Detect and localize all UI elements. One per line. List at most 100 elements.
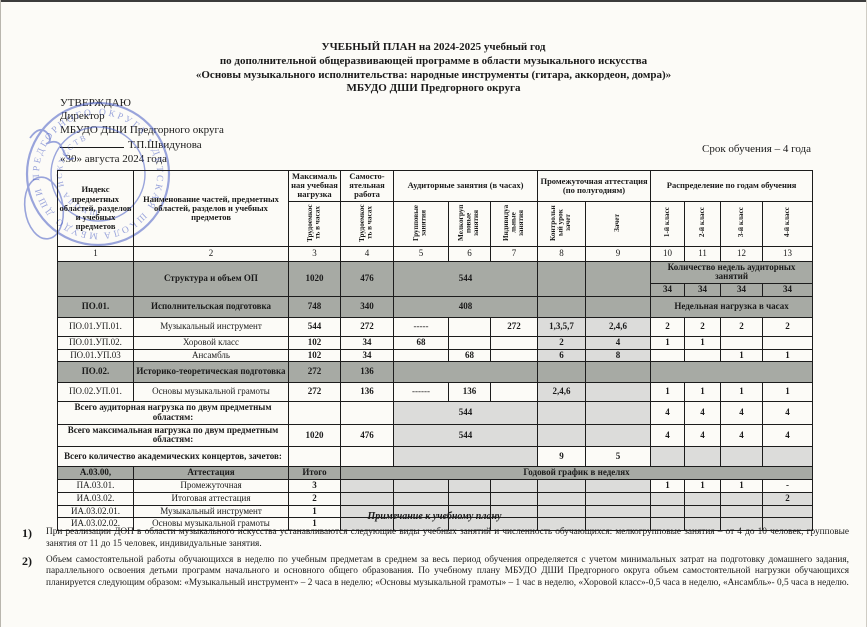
table-cell: 34 [720, 283, 764, 297]
column-number-cell: 2 [133, 245, 289, 262]
table-cell: 9 [537, 446, 587, 468]
table-cell: Аттестация [133, 466, 289, 481]
table-cell: 136 [340, 382, 394, 403]
table-cell: 4 [762, 401, 814, 425]
table-cell: Всего максимальная нагрузка по двум пред… [57, 423, 289, 448]
table-cell: А.03.00, [57, 466, 134, 481]
table-cell: 2 [537, 335, 587, 350]
table-row: А.03.00, Аттестация Итого Годовой график в … [57, 466, 814, 481]
table-cell: 2 [762, 491, 814, 506]
approval-org: МБУДО ДШИ Предгорного округа [60, 123, 224, 136]
table-row: ИА.03.02.02. Основы музыкальной грамоты 1 [57, 517, 814, 532]
signature-underline [60, 137, 124, 149]
table-cell-empty [684, 348, 722, 363]
table-cell: 2,4,6 [537, 382, 587, 403]
column-number-cell: 3 [288, 245, 341, 262]
table-row: ПО.01.УП.02. Хоровой класс 102 34 68 2 4 1 1 [57, 335, 814, 350]
table-cell: ПО.01. [57, 295, 134, 318]
table-cell-empty [489, 348, 539, 363]
table-row: ИА.03.02. Итоговая аттестация 2 2 [57, 491, 814, 506]
table-cell-empty [762, 517, 814, 532]
table-cell-empty [762, 335, 814, 350]
table-cell: 4 [684, 423, 722, 448]
table-cell: 1 [762, 348, 814, 363]
vertical-label: 4-й класс [782, 207, 791, 238]
vertical-label: Групповые занятия [412, 204, 428, 241]
table-cell: 8 [585, 348, 652, 363]
table-cell: 6 [537, 348, 587, 363]
table-cell: Основы музыкальной грамоты [133, 517, 289, 532]
table-cell-empty [650, 361, 814, 384]
vertical-label: 3-й класс [736, 207, 745, 238]
header-attestation-group: Промежуточная аттестация (по полугодиям) [537, 170, 652, 202]
table-cell: 544 [392, 423, 539, 448]
table-cell: ПА.03.01. [57, 479, 134, 493]
header-v13: 4-й класс [762, 200, 814, 247]
note-item-1: 1) При реализации ДОП в области музыкаль… [20, 526, 849, 551]
table-cell: 476 [340, 423, 394, 448]
table-cell: Итого [288, 466, 341, 481]
column-number-cell: 8 [537, 245, 587, 262]
table-cell-empty [684, 446, 722, 468]
table-cell: 2 [720, 316, 764, 337]
column-number-cell: 11 [684, 245, 722, 262]
table-cell-empty [537, 295, 587, 318]
table-cell: - [762, 479, 814, 493]
table-cell: 2,4,6 [585, 316, 652, 337]
table-cell-empty [393, 479, 449, 493]
table-cell: 34 [340, 348, 394, 363]
scan-edge-top [0, 0, 867, 2]
approval-role: Директор [60, 110, 105, 123]
table-cell: 272 [288, 382, 341, 403]
table-cell-empty [537, 517, 587, 532]
table-cell: 1 [720, 348, 764, 363]
header-name: Наименование частей, предметных областей… [133, 170, 289, 247]
table-cell-empty [288, 401, 341, 425]
table-cell: Годовой график в неделях [339, 466, 814, 481]
table-cell: 34 [762, 283, 814, 297]
table-cell: Всего количество академических концертов… [57, 446, 289, 468]
table-row: ПО.02. Историко-теоретическая подготовка 2… [57, 361, 814, 384]
vertical-label: Индивидуальные занятия [501, 204, 525, 241]
table-cell-empty [340, 446, 394, 468]
table-cell: ПО.01.УП.02. [57, 335, 134, 350]
table-row: ПО.02.УП.01. Основы музыкальной грамоты 27… [57, 382, 814, 403]
table-cell: 136 [340, 361, 394, 384]
table-cell: ИА.03.02. [57, 491, 134, 506]
table-cell-empty [448, 316, 491, 337]
table-cell: 1 [684, 382, 722, 403]
approval-date: «30» августа 2024 года [60, 152, 167, 165]
document-title: УЧЕБНЫЙ ПЛАН на 2024-2025 учебный год по… [0, 41, 867, 96]
column-numbers-row: 1 2 3 4 5 6 7 8 9 10 11 12 13 [57, 245, 814, 262]
table-cell: 136 [448, 382, 491, 403]
table-cell: 476 [340, 260, 394, 297]
table-cell-empty [448, 504, 491, 519]
table-cell: 1 [684, 335, 722, 350]
table-cell-empty [720, 491, 764, 506]
table-cell-empty [650, 491, 686, 506]
table-cell-empty [448, 335, 491, 350]
table-cell-empty [585, 382, 652, 403]
table-cell: 272 [489, 316, 539, 337]
table-cell-empty [392, 361, 539, 384]
table-cell: 102 [288, 348, 341, 363]
table-cell: 68 [393, 335, 449, 350]
table-cell-empty [650, 446, 686, 468]
table-cell-empty [57, 260, 134, 297]
vertical-label: Трудоемкость в часах [358, 203, 374, 242]
table-cell: 2 [762, 316, 814, 337]
table-cell: 4 [650, 423, 686, 448]
table-cell: Итоговая аттестация [133, 491, 289, 506]
header-v11: 2-й класс [684, 200, 722, 247]
table-cell: 4 [585, 335, 652, 350]
table-cell-empty [537, 504, 587, 519]
approval-signer: Т.П.Швидунова [128, 139, 202, 152]
title-line-2: по дополнительной общеразвивающей програ… [219, 54, 648, 67]
table-cell-empty [448, 491, 491, 506]
table-cell: ПО.01.УП.01. [57, 316, 134, 337]
column-number-cell: 6 [448, 245, 491, 262]
table-cell-empty [684, 517, 722, 532]
table-cell-empty [489, 517, 539, 532]
table-cell: 1,3,5,7 [537, 316, 587, 337]
approval-block: УТВЕРЖДАЮ Директор МБУДО ДШИ Предгорного… [60, 97, 340, 166]
